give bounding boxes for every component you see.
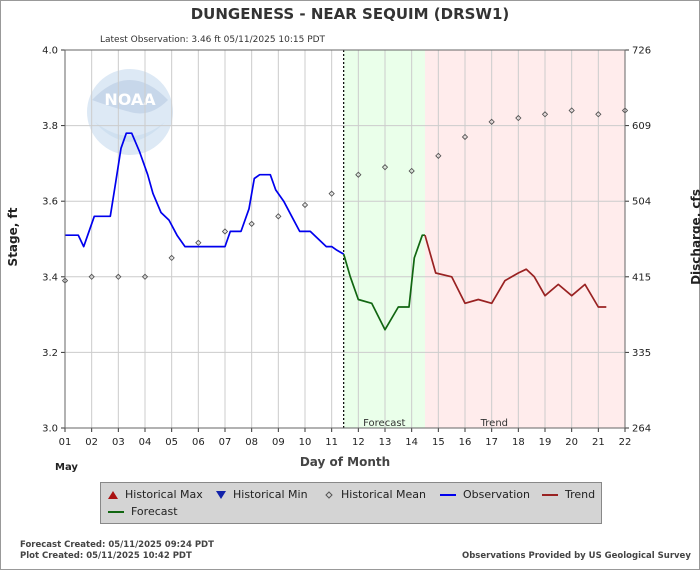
trend-band [425, 50, 625, 428]
x-tick-label: 20 [565, 437, 578, 448]
x-tick-label: 05 [165, 437, 178, 448]
line-icon [542, 493, 558, 496]
x-tick-label: 13 [379, 437, 392, 448]
x-tick-label: 07 [219, 437, 232, 448]
y-tick-label-left: 4.0 [42, 46, 58, 57]
historical-mean-point [115, 273, 122, 280]
forecast-created: Forecast Created: 05/11/2025 09:24 PDT [20, 540, 214, 550]
month-label: May [55, 462, 78, 473]
y-tick-label-right: 264 [632, 424, 651, 435]
forecast-band [343, 50, 425, 428]
observation-series-line [65, 132, 345, 255]
y-tick-label-right: 415 [632, 272, 651, 283]
legend-item-historical-max: Historical Max [107, 488, 203, 501]
x-tick-label: 01 [59, 437, 72, 448]
historical-mean-point [461, 133, 469, 141]
trend-series-line [424, 234, 607, 308]
historical-mean-point [568, 107, 575, 114]
x-tick-label: 09 [272, 437, 285, 448]
historical-mean-point [355, 171, 362, 178]
y-tick-label-left: 3.6 [42, 197, 58, 208]
y-tick-label-left: 3.2 [42, 348, 58, 359]
x-tick-label: 12 [352, 437, 365, 448]
x-tick-label: 17 [485, 437, 498, 448]
x-tick-label: 18 [512, 437, 525, 448]
historical-mean-point [248, 220, 255, 228]
legend-item-historical-min: Historical Min [215, 488, 308, 501]
y-tick-label-right: 504 [632, 197, 651, 208]
noaa-logo: NOAA [87, 69, 173, 155]
legend: Historical Max Historical Min Historical… [100, 482, 602, 524]
x-tick-label: 08 [245, 437, 258, 448]
x-tick-label: 03 [112, 437, 125, 448]
historical-mean-point [221, 228, 229, 235]
legend-label: Historical Min [233, 488, 308, 501]
triangle-down-icon [216, 490, 226, 499]
legend-label: Historical Mean [341, 488, 426, 501]
legend-label: Observation [463, 488, 530, 501]
x-tick-label: 11 [325, 437, 338, 448]
page-title: DUNGENESS - NEAR SEQUIM (DRSW1) [190, 5, 510, 23]
x-tick-label: 04 [139, 437, 152, 448]
legend-label: Trend [565, 488, 596, 501]
hydrograph-plot: NOAA 01 02 03 04 05 06 07 08 09 10 11 12 13 14 15 16 17 1… [42, 46, 651, 449]
legend-item-observation: Observation [439, 488, 530, 501]
x-tick-label: 02 [85, 437, 98, 448]
historical-mean-point [301, 201, 309, 209]
historical-mean-point [381, 164, 389, 171]
historical-mean-point [488, 118, 495, 125]
historical-mean-point [195, 239, 202, 246]
historical-mean-point [595, 111, 602, 118]
plot-created: Plot Created: 05/11/2025 10:42 PDT [20, 551, 192, 561]
y-tick-label-left: 3.8 [42, 121, 58, 132]
data-provider: Observations Provided by US Geological S… [462, 551, 691, 561]
historical-mean-point [541, 111, 549, 118]
historical-mean-point [141, 273, 149, 280]
x-tick-label: 16 [459, 437, 472, 448]
x-tick-label: 15 [432, 437, 445, 448]
historical-mean-point [168, 254, 175, 262]
y-tick-label-left: 3.4 [42, 272, 58, 283]
legend-item-historical-mean: Historical Mean [323, 488, 426, 501]
line-icon [108, 510, 124, 513]
trend-region-label: Trend [480, 418, 508, 429]
noaa-logo-text: NOAA [104, 90, 156, 109]
legend-label: Forecast [131, 505, 178, 518]
historical-mean-point [435, 152, 442, 159]
x-tick-label: 14 [405, 437, 418, 448]
x-tick-label: 10 [299, 437, 312, 448]
y-tick-label-right: 335 [632, 348, 651, 359]
legend-item-forecast: Forecast [107, 505, 178, 518]
historical-mean-point [408, 167, 415, 175]
legend-item-trend: Trend [541, 488, 595, 501]
historical-mean-point [328, 190, 335, 197]
x-axis-label: Day of Month [299, 455, 391, 469]
x-tick-label: 22 [619, 437, 632, 448]
legend-label: Historical Max [125, 488, 203, 501]
forecast-region-label: Forecast [363, 418, 405, 429]
y-tick-label-right: 726 [632, 46, 651, 57]
x-tick-label: 21 [592, 437, 605, 448]
historical-mean-point [88, 273, 95, 280]
x-tick-label: 06 [192, 437, 205, 448]
triangle-up-icon [108, 490, 118, 499]
plot-border [64, 49, 626, 429]
historical-mean-point [275, 213, 282, 220]
historical-mean-point [515, 114, 522, 122]
x-tick-label: 19 [539, 437, 552, 448]
diamond-icon [325, 490, 333, 499]
line-icon [440, 493, 456, 496]
latest-observation: Latest Observation: 3.46 ft 05/11/2025 1… [100, 35, 326, 45]
y-tick-label-left: 3.0 [42, 424, 58, 435]
y-tick-label-right: 609 [632, 121, 651, 132]
forecast-series-line [342, 234, 425, 331]
